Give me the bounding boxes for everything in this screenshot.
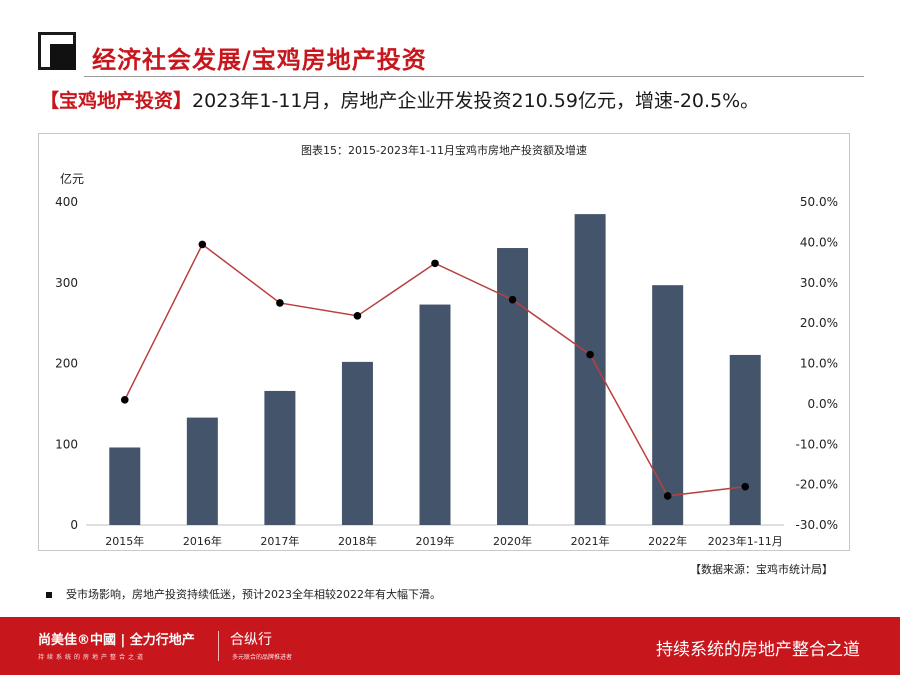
- growth-point: [276, 299, 284, 307]
- x-tick-label: 2022年: [648, 534, 687, 548]
- headline: 【宝鸡地产投资】2023年1-11月，房地产企业开发投资210.59亿元，增速-…: [40, 86, 759, 113]
- bar: [497, 248, 529, 525]
- bar: [186, 417, 218, 525]
- right-tick-label: 0.0%: [808, 397, 839, 411]
- growth-point: [663, 492, 672, 500]
- chart: 0 100 200 300 400 -30.0% -20.0% -10.0% 0.0% 10.0%…: [55, 195, 839, 548]
- x-tick-label: 2023年1-11月: [708, 534, 783, 548]
- bar: [729, 354, 761, 525]
- x-tick-label: 2016年: [183, 534, 222, 548]
- headline-tag: 【宝鸡地产投资】: [40, 90, 193, 112]
- chart-frame: 图表15：2015-2023年1-11月宝鸡市房地产投资额及增速: [38, 133, 850, 551]
- right-tick-label: 40.0%: [800, 235, 838, 249]
- bar: [341, 361, 373, 525]
- data-source: 【数据来源：宝鸡市统计局】: [690, 563, 833, 576]
- growth-point: [431, 259, 439, 268]
- growth-point: [120, 396, 129, 404]
- growth-point: [353, 312, 362, 320]
- footer-brand-sub: 持续系统的房地产整合之道: [38, 654, 147, 661]
- left-tick-label: 200: [55, 357, 78, 371]
- x-tick-label: 2021年: [571, 534, 610, 548]
- left-tick-label: 400: [55, 195, 78, 209]
- note-text: 受市场影响，房地产投资持续低迷，预计2023全年相较2022年有大幅下滑。: [66, 588, 441, 601]
- bar: [652, 285, 684, 525]
- logo-mark: [38, 32, 78, 72]
- footer-divider: [218, 631, 219, 661]
- chart-title: 图表15：2015-2023年1-11月宝鸡市房地产投资额及增速: [301, 144, 587, 157]
- growth-point: [586, 350, 594, 359]
- headline-text: 2023年1-11月，房地产企业开发投资210.59亿元，增速-20.5%。: [192, 90, 760, 112]
- x-tick-label: 2017年: [260, 534, 299, 548]
- right-tick-label: 50.0%: [800, 195, 838, 209]
- page-title: 经济社会发展/宝鸡房地产投资: [92, 46, 427, 74]
- growth-point: [741, 482, 750, 491]
- left-tick-label: 0: [70, 518, 78, 532]
- note: 受市场影响，房地产投资持续低迷，预计2023全年相较2022年有大幅下滑。: [46, 586, 441, 602]
- bar: [419, 304, 451, 525]
- bullet-icon: [46, 592, 52, 598]
- x-tick-label: 2018年: [338, 534, 377, 548]
- right-tick-label: 10.0%: [800, 357, 838, 371]
- left-axis-unit: 亿元: [60, 172, 85, 186]
- x-tick-label: 2015年: [105, 534, 144, 548]
- right-tick-label: 30.0%: [800, 276, 838, 290]
- title-divider: [84, 76, 864, 77]
- right-tick-label: -30.0%: [796, 518, 838, 532]
- bar: [574, 214, 606, 526]
- bar: [109, 447, 141, 525]
- footer-brand2-sub: 多元联合的品牌推进者: [232, 654, 293, 661]
- growth-point: [508, 295, 517, 304]
- right-tick-label: -20.0%: [796, 478, 838, 492]
- footer-bar: 尚美佳®中國 | 全力行地产 持续系统的房地产整合之道 合纵行 多元联合的品牌推…: [0, 617, 900, 675]
- right-tick-label: -10.0%: [796, 437, 838, 451]
- x-tick-label: 2020年: [493, 534, 532, 548]
- footer-brand2: 合纵行: [230, 632, 272, 648]
- footer-brand: 尚美佳®中國 | 全力行地产: [38, 633, 195, 648]
- left-tick-label: 300: [55, 276, 78, 290]
- footer-slogan: 持续系统的房地产整合之道: [656, 640, 860, 660]
- bar: [264, 390, 296, 525]
- growth-point: [198, 240, 207, 249]
- right-tick-label: 20.0%: [800, 316, 838, 330]
- x-tick-label: 2019年: [416, 534, 455, 548]
- left-tick-label: 100: [55, 437, 78, 451]
